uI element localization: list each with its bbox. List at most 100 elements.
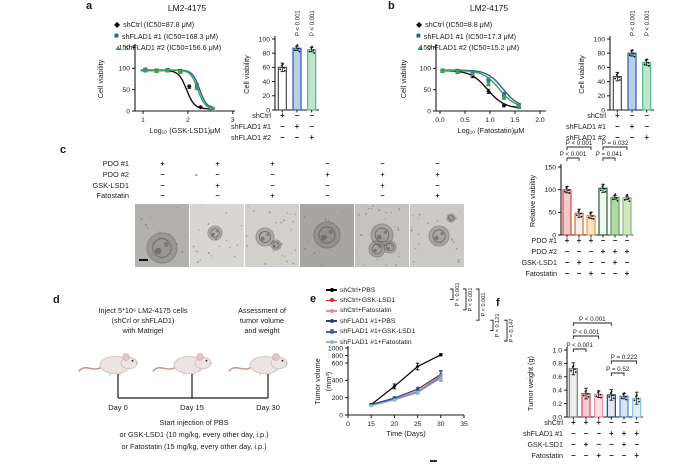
svg-text:2.0: 2.0 [535, 117, 545, 124]
legend-item: ◆ shCtrl (IC50=87.8 μM) [114, 19, 221, 31]
legend-label: shCtrl+Fatostatin [340, 307, 392, 315]
panel-b-label: b [388, 0, 395, 12]
svg-text:−: − [295, 133, 300, 142]
organoid-image [190, 204, 244, 267]
svg-text:0.0: 0.0 [435, 117, 445, 124]
svg-text:−: − [309, 122, 314, 131]
svg-text:P < 0.001: P < 0.001 [579, 316, 606, 323]
matrix-cell: + [270, 159, 275, 168]
svg-text:3: 3 [231, 117, 235, 124]
matrix-cell: − [160, 169, 165, 179]
svg-text:−: − [280, 133, 285, 142]
svg-text:−: − [625, 258, 630, 267]
panel-e-legend: shCtrl+PBS shCtrl+GSK-LSD1 shCtrl+Fatostat… [326, 285, 415, 347]
svg-text:+: + [280, 111, 285, 120]
matrix-cell: + [435, 191, 440, 201]
svg-text:−: − [596, 429, 601, 438]
svg-text:P < 0.001: P < 0.001 [455, 282, 461, 306]
organoid-image [135, 204, 189, 267]
svg-text:GSK-LSD1: GSK-LSD1 [521, 258, 557, 267]
svg-text:150: 150 [119, 44, 131, 51]
svg-text:35: 35 [460, 421, 468, 428]
svg-text:80: 80 [262, 51, 270, 58]
mouse-icon [78, 353, 138, 376]
svg-text:Cell viability: Cell viability [577, 55, 586, 94]
svg-text:+: + [309, 133, 314, 142]
mouse-icon [228, 353, 288, 376]
organoid-image [410, 204, 464, 267]
line-marker-icon [326, 308, 337, 313]
svg-text:−: − [613, 236, 618, 245]
day-0-label: Day 0 [108, 403, 128, 412]
diamond-marker-icon: ◆ [114, 19, 121, 29]
assess-line-1: Assessment of [238, 306, 286, 315]
panel-b-legend: ◆ shCtrl (IC50=8.8 μM) ■ shFLAD1 #1 (IC50=1… [416, 19, 519, 54]
matrix-cell: − [270, 169, 275, 179]
svg-text:20: 20 [391, 421, 399, 428]
svg-text:P = 0.121: P = 0.121 [495, 313, 501, 337]
svg-text:800: 800 [332, 353, 344, 360]
svg-text:−: − [609, 418, 614, 427]
bar [292, 47, 302, 111]
svg-text:−: − [609, 451, 614, 460]
svg-text:+: + [625, 247, 630, 256]
svg-text:(mm³): (mm³) [324, 372, 333, 391]
inject-line-1: Inject 5*10⁶ LM2-4175 cells [98, 306, 188, 315]
svg-text:shCtrl: shCtrl [252, 111, 271, 120]
matrix-cell: + [380, 180, 385, 190]
svg-text:Fatostatin: Fatostatin [531, 451, 563, 460]
svg-text:P < 0.001: P < 0.001 [468, 287, 474, 311]
svg-text:100: 100 [545, 187, 557, 194]
inject-line-3: with Matrigel [122, 326, 164, 335]
square-marker-icon: ■ [114, 31, 119, 41]
stray-dash-artifact: - [195, 170, 198, 179]
svg-text:+: + [615, 111, 620, 120]
svg-text:−: − [571, 429, 576, 438]
svg-text:+: + [577, 258, 582, 267]
svg-text:+: + [596, 451, 601, 460]
svg-text:+: + [644, 133, 649, 142]
panel-d-assess-text: Assessment of tumor volume and weight [216, 306, 308, 336]
svg-text:Time (Days): Time (Days) [386, 429, 425, 438]
svg-text:+: + [584, 418, 589, 427]
svg-text:80: 80 [597, 51, 605, 58]
panel-b-title: LM2-4175 [469, 3, 509, 13]
bar [622, 197, 632, 236]
svg-text:−: − [589, 258, 594, 267]
svg-text:100: 100 [420, 66, 432, 73]
legend-item: ▲ shFLAD1 #2 (IC50=15.2 μM) [416, 42, 519, 54]
svg-text:Relative viability: Relative viability [528, 174, 537, 227]
svg-text:50: 50 [548, 210, 556, 217]
bar [610, 196, 620, 236]
panel-a-bar-chart: 0 20 40 60 80 100 Cell viability P < 0.001 P < 0… [231, 10, 323, 152]
svg-text:100: 100 [594, 36, 606, 43]
treatment-line-3: or Fatostatin (15 mg/kg, every other day… [121, 442, 267, 451]
panel-a-dose-chart: 0 50 100 150 1 2 3 Log₁₀ (GSK-LSD1)μM Cell viabi… [93, 33, 245, 145]
line-marker-icon [326, 339, 337, 344]
series-line [370, 354, 442, 406]
b-bars-svg: 0 20 40 60 80 100 Cell viability P < 0.001 P < 0… [566, 10, 654, 142]
svg-text:15: 15 [367, 421, 375, 428]
svg-text:0: 0 [601, 107, 605, 114]
matrix-row-label: GSK-LSD1 [92, 180, 129, 190]
legend-item: shFLAD1 #1+GSK-LSD1 [326, 327, 415, 337]
triangle-marker-icon: ▲ [114, 42, 122, 52]
line-marker-icon [326, 319, 337, 323]
legend-label: shCtrl (IC50=8.8 μM) [425, 20, 493, 30]
svg-text:P < 0.001: P < 0.001 [645, 10, 651, 36]
svg-text:+: + [625, 269, 630, 278]
svg-text:+: + [613, 247, 618, 256]
series-line [371, 375, 442, 406]
panel-c-organoid-images [135, 204, 464, 267]
matrix-row-label: Fatostatin [96, 191, 129, 201]
svg-text:100: 100 [259, 36, 271, 43]
svg-text:200: 200 [332, 395, 344, 402]
svg-text:P = 0.52: P = 0.52 [606, 366, 630, 373]
svg-text:150: 150 [545, 164, 557, 171]
svg-text:60: 60 [262, 65, 270, 72]
svg-text:P < 0.001: P < 0.001 [310, 10, 316, 36]
svg-text:1.5: 1.5 [510, 117, 520, 124]
svg-text:−: − [565, 247, 570, 256]
panel-e-line-chart: 0 200 400 600 800 1000 0 15 20 25 30 35 Time (Days) T… [313, 340, 526, 462]
matrix-cell: − [325, 180, 330, 190]
